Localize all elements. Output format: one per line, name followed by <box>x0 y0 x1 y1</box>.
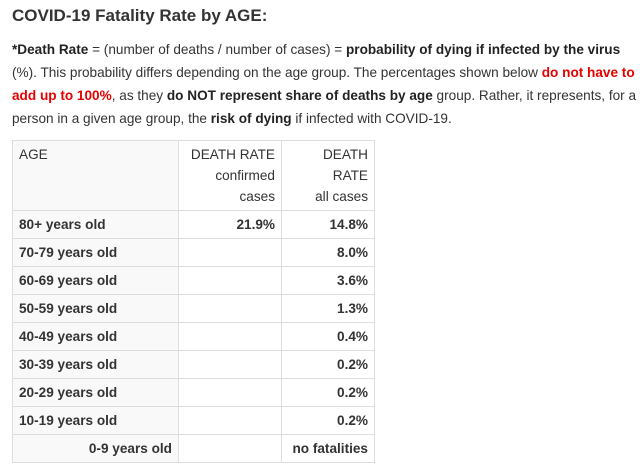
confirmed-rate-cell <box>178 294 282 323</box>
age-cell: 50-59 years old <box>12 294 179 323</box>
header-confirmed-line3: cases <box>239 189 275 204</box>
age-cell: 20-29 years old <box>12 378 179 407</box>
probability-phrase: probability of dying if infected by the … <box>345 42 621 57</box>
table-row: 40-49 years old 0.4% <box>12 322 375 351</box>
asterisk: * <box>12 42 18 57</box>
age-cell: 80+ years old <box>12 210 179 239</box>
intro-text-5: if infected with COVID-19. <box>291 111 452 126</box>
table-header-row: AGE DEATH RATE confirmed cases DEATH RATE a… <box>12 140 375 211</box>
confirmed-rate-cell <box>178 266 282 295</box>
header-all-line1: DEATH RATE <box>322 147 368 183</box>
do-not-add-phrase: do not have to add up to 100% <box>12 65 635 103</box>
header-age: AGE <box>12 140 179 211</box>
all-rate-cell: 14.8% <box>281 210 375 239</box>
confirmed-rate-cell <box>178 238 282 267</box>
intro-text-3: , as they <box>111 88 167 103</box>
table-row: 80+ years old 21.9% 14.8% <box>12 210 375 239</box>
intro-text-2: (%). This probability differs depending … <box>12 65 542 80</box>
header-death-rate-confirmed: DEATH RATE confirmed cases <box>178 140 282 211</box>
table-row: 20-29 years old 0.2% <box>12 378 375 407</box>
confirmed-rate-cell <box>178 406 282 435</box>
table-row: 60-69 years old 3.6% <box>12 266 375 295</box>
confirmed-rate-cell <box>178 350 282 379</box>
age-cell: 10-19 years old <box>12 406 179 435</box>
header-confirmed-line1: DEATH RATE <box>190 147 275 162</box>
confirmed-rate-cell <box>178 378 282 407</box>
all-rate-cell: 0.4% <box>281 322 375 351</box>
intro-text-1: = (number of deaths / number of cases) = <box>88 42 346 57</box>
table-row: 50-59 years old 1.3% <box>12 294 375 323</box>
not-share-phrase: do NOT represent share of deaths by age <box>166 88 433 103</box>
header-all-line2: all cases <box>315 189 368 204</box>
table-row: 0-9 years old no fatalities <box>12 434 375 463</box>
confirmed-rate-cell <box>178 434 282 463</box>
table-row: 10-19 years old 0.2% <box>12 406 375 435</box>
all-rate-cell: 3.6% <box>281 266 375 295</box>
header-age-label: AGE <box>19 147 48 162</box>
confirmed-rate-cell: 21.9% <box>178 210 282 239</box>
all-rate-cell: no fatalities <box>281 434 375 463</box>
age-cell: 40-49 years old <box>12 322 179 351</box>
age-cell: 30-39 years old <box>12 350 179 379</box>
all-rate-cell: 0.2% <box>281 350 375 379</box>
all-rate-cell: 0.2% <box>281 378 375 407</box>
all-rate-cell: 1.3% <box>281 294 375 323</box>
death-rate-term: Death Rate <box>17 42 89 57</box>
table-row: 30-39 years old 0.2% <box>12 350 375 379</box>
all-rate-cell: 8.0% <box>281 238 375 267</box>
confirmed-rate-cell <box>178 322 282 351</box>
all-rate-cell: 0.2% <box>281 406 375 435</box>
intro-paragraph: *Death Rate = (number of deaths / number… <box>12 38 640 130</box>
age-cell: 60-69 years old <box>12 266 179 295</box>
page-title: COVID-19 Fatality Rate by AGE: <box>12 6 268 25</box>
table-row: 70-79 years old 8.0% <box>12 238 375 267</box>
risk-phrase: risk of dying <box>210 111 292 126</box>
header-confirmed-line2: confirmed <box>215 168 275 183</box>
header-death-rate-all: DEATH RATE all cases <box>281 140 375 211</box>
intro-text-4: group. Rather, it represents, for a pers… <box>12 88 637 126</box>
age-cell: 0-9 years old <box>12 434 179 463</box>
age-cell: 70-79 years old <box>12 238 179 267</box>
fatality-rate-table: AGE DEATH RATE confirmed cases DEATH RATE a… <box>12 140 375 463</box>
